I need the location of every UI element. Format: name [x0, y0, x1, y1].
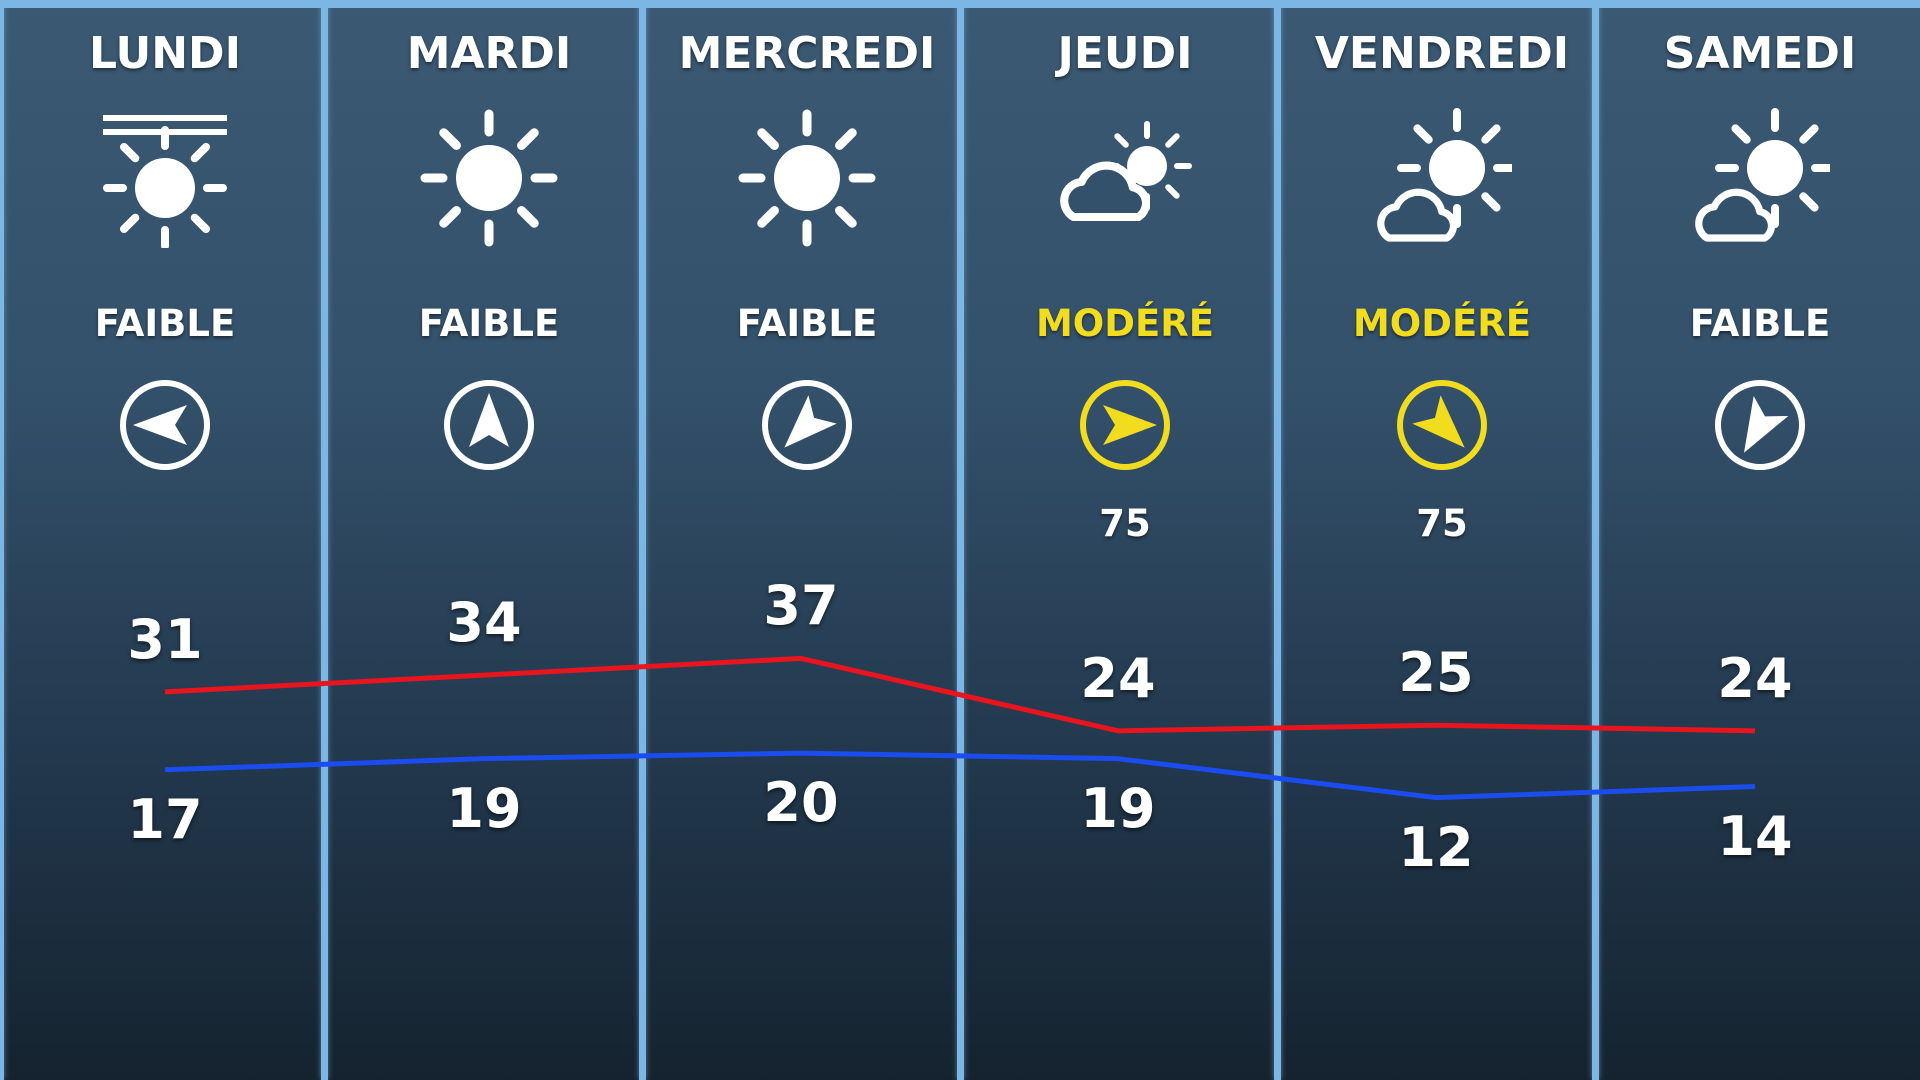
high-temperature-label: 31 [127, 607, 203, 671]
day-name: VENDREDI [1314, 28, 1570, 79]
day-name: LUNDI [89, 28, 241, 79]
low-temperature-label: 14 [1717, 804, 1793, 868]
low-temperature-label: 17 [127, 787, 203, 851]
column-divider [639, 0, 646, 1080]
day-column: MERCREDI FAIBLE [648, 0, 966, 1080]
wind-direction-icon [1080, 380, 1170, 470]
wind-strength-label: FAIBLE [94, 302, 236, 345]
high-temperature-label: 37 [763, 574, 839, 638]
day-name: SAMEDI [1663, 28, 1857, 79]
sun-cloud-icon [1377, 108, 1512, 242]
column-divider [1274, 0, 1281, 1080]
wind-strength-label: FAIBLE [736, 302, 878, 345]
low-temperature-label: 19 [1080, 776, 1156, 840]
low-temperature-line [164, 750, 1756, 801]
high-temperature-label: 25 [1398, 641, 1474, 705]
day-column: JEUDI MODÉRÉ 75 [966, 0, 1284, 1080]
day-name: MARDI [406, 28, 572, 79]
wind-direction-icon [444, 380, 534, 470]
high-temperature-line [164, 655, 1756, 734]
low-temperature-label: 19 [446, 776, 522, 840]
column-divider [0, 0, 4, 1080]
wind-strength-label: MODÉRÉ [1035, 302, 1215, 345]
day-column: VENDREDI MODÉRÉ 75 [1283, 0, 1601, 1080]
sun-icon [738, 109, 876, 247]
high-temperature-label: 24 [1080, 646, 1156, 710]
high-temperature-label: 24 [1717, 646, 1793, 710]
wind-direction-icon [1397, 380, 1487, 470]
high-temperature-label: 34 [446, 591, 522, 655]
cloud-sun-icon [1060, 121, 1192, 222]
day-column: MARDI FAIBLE [330, 0, 648, 1080]
day-name: JEUDI [1057, 28, 1193, 79]
day-column: LUNDI FAIBLE [6, 0, 324, 1080]
column-divider [957, 0, 964, 1080]
wind-direction-icon [1715, 380, 1805, 470]
wind-gust-value: 75 [1416, 502, 1468, 545]
column-divider [321, 0, 328, 1080]
day-column: SAMEDI FAIBLE [1601, 0, 1919, 1080]
sun-haze-icon [103, 115, 227, 248]
wind-gust-value: 75 [1099, 502, 1151, 545]
column-divider [1592, 0, 1599, 1080]
wind-strength-label: FAIBLE [1689, 302, 1831, 345]
wind-strength-label: FAIBLE [418, 302, 560, 345]
low-temperature-label: 12 [1398, 815, 1474, 879]
low-temperature-label: 20 [763, 771, 839, 835]
day-name: MERCREDI [678, 28, 936, 79]
sun-cloud-icon [1695, 108, 1830, 242]
wind-direction-icon [120, 380, 210, 470]
wind-strength-label: MODÉRÉ [1352, 302, 1532, 345]
wind-direction-icon [762, 380, 852, 470]
sun-icon [420, 109, 558, 247]
